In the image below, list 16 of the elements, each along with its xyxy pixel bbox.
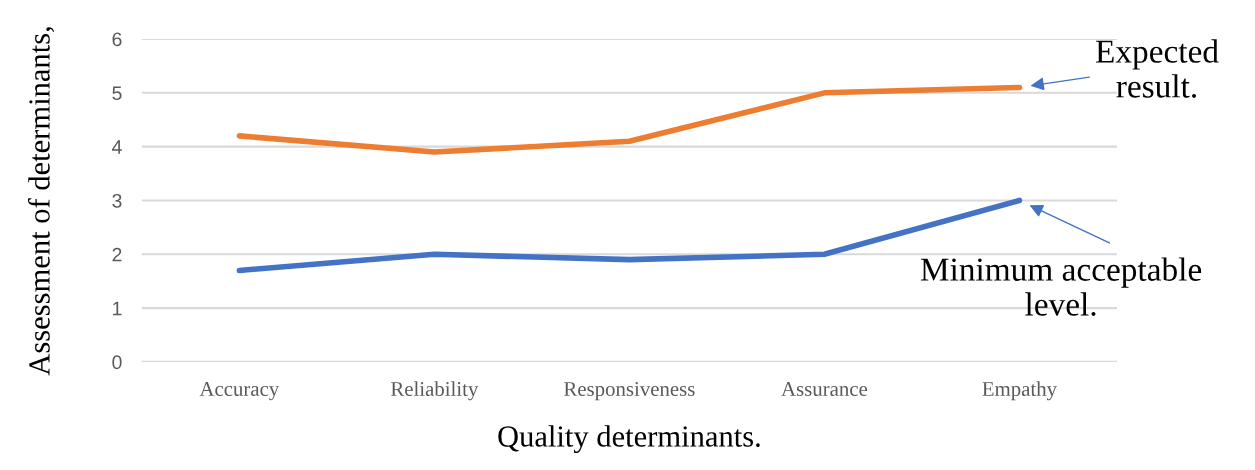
x-tick-label: Assurance xyxy=(781,382,868,397)
y-tick-label: 3 xyxy=(112,193,122,208)
y-tick-label: 0 xyxy=(112,355,122,370)
x-tick-label: Responsiveness xyxy=(564,382,695,401)
x-tick-label: Empathy xyxy=(982,381,1057,401)
annotation: Expected result. xyxy=(1095,39,1219,98)
x-tick-label: Accuracy xyxy=(199,381,280,401)
y-tick-label: 6 xyxy=(112,32,122,47)
y-tick-label: 1 xyxy=(113,301,122,316)
x-axis-title: Quality determinants. xyxy=(498,425,760,454)
y-tick-label: 2 xyxy=(112,247,122,262)
annotation: Minimum acceptable level. xyxy=(920,257,1202,316)
y-tick-label: 5 xyxy=(112,86,122,101)
y-tick-label: 4 xyxy=(112,140,122,154)
x-tick-label: Reliability xyxy=(390,381,479,401)
y-axis-title: Assessment of determinants, xyxy=(27,27,55,376)
